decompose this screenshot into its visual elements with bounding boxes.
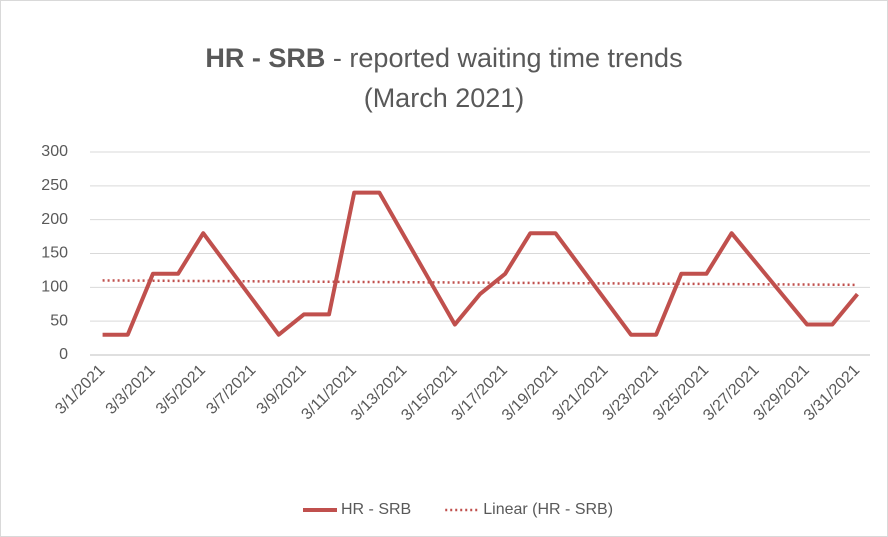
y-tick-label: 300	[41, 143, 68, 160]
y-tick-label: 100	[41, 279, 68, 296]
title-bold: HR - SRB	[205, 43, 325, 73]
y-tick-label: 200	[41, 211, 68, 228]
chart-subtitle: (March 2021)	[364, 83, 525, 113]
trend-line	[102, 279, 858, 287]
title-rest: - reported waiting time trends	[333, 43, 683, 73]
y-tick-label: 0	[59, 346, 68, 363]
chart-title: HR - SRB - reported waiting time trends	[205, 43, 682, 73]
data-line	[102, 190, 859, 337]
y-tick-label: 150	[41, 245, 68, 262]
legend-label: HR - SRB	[341, 501, 411, 518]
legend-label: Linear (HR - SRB)	[483, 501, 613, 518]
y-tick-label: 50	[50, 312, 68, 329]
y-tick-label: 250	[41, 177, 68, 194]
